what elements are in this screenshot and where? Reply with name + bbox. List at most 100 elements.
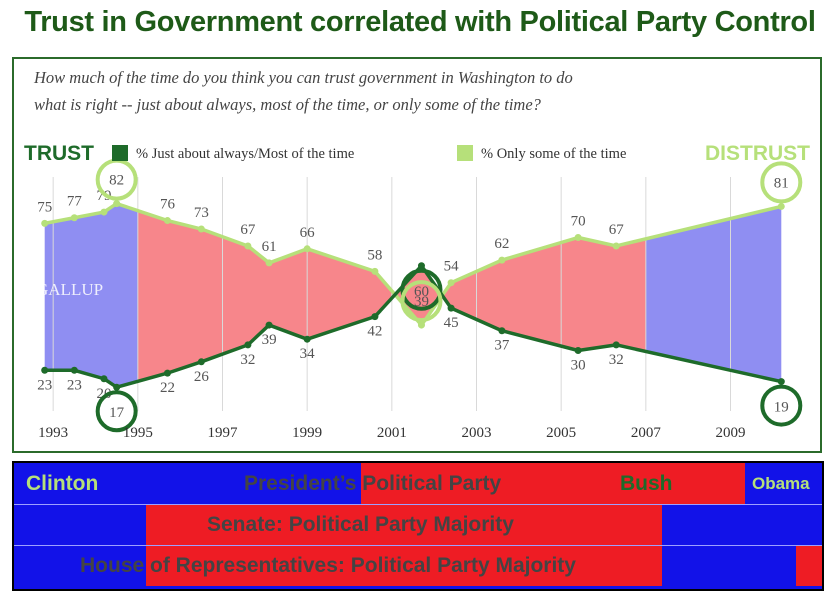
distrust-point bbox=[574, 234, 582, 241]
trust-point bbox=[70, 366, 78, 374]
party-control-panel: Clinton President’s Political Party Bush… bbox=[12, 461, 824, 591]
gallup-watermark: GALLUP bbox=[36, 280, 103, 299]
highlight-ring-trust bbox=[400, 268, 443, 311]
distrust-point bbox=[371, 267, 379, 275]
highlight-ring-distrust bbox=[760, 161, 803, 204]
trust-point bbox=[41, 366, 49, 374]
x-tick-label: 2001 bbox=[377, 425, 407, 441]
distrust-data-label: 73 bbox=[194, 205, 209, 221]
highlight-ring-trust bbox=[760, 384, 803, 427]
trust-data-label: 45 bbox=[444, 315, 459, 331]
trust-chart: GALLUP 75 77 79 82 76 73 67 61 66 58 39 54 62 70 67 81 23… bbox=[12, 57, 822, 453]
distrust-point bbox=[70, 214, 78, 222]
distrust-data-label: 81 bbox=[774, 175, 789, 191]
highlight-ring-trust bbox=[95, 390, 138, 433]
distrust-point bbox=[498, 256, 506, 264]
distrust-data-label: 75 bbox=[37, 199, 52, 215]
trust-data-label: 30 bbox=[571, 358, 586, 374]
distrust-data-label: 67 bbox=[609, 222, 625, 238]
trust-point bbox=[371, 313, 379, 321]
president-row-label: President’s Political Party bbox=[244, 472, 502, 495]
distrust-data-label: 67 bbox=[240, 222, 256, 238]
distrust-point bbox=[612, 242, 620, 250]
x-tick-label: 1999 bbox=[292, 425, 322, 441]
distrust-point bbox=[265, 259, 273, 267]
party-segment-republican bbox=[796, 545, 822, 586]
trust-point bbox=[777, 378, 785, 386]
distrust-data-label: 70 bbox=[571, 214, 586, 230]
distrust-point bbox=[163, 217, 171, 225]
highlight-ring-distrust bbox=[400, 280, 443, 323]
senate-row-label: Senate: Political Party Majority bbox=[207, 513, 514, 536]
trust-data-label: 22 bbox=[160, 380, 175, 396]
party-segment-democrat bbox=[14, 463, 362, 504]
trust-data-label: 39 bbox=[262, 332, 277, 348]
distrust-point bbox=[447, 279, 455, 287]
party-segment-democrat bbox=[745, 463, 822, 504]
trust-data-label: 42 bbox=[367, 324, 382, 340]
x-tick-label: 2003 bbox=[462, 425, 492, 441]
chart-question-line1: How much of the time do you think you ca… bbox=[33, 68, 573, 87]
trust-data-label: 17 bbox=[109, 405, 125, 421]
row-divider bbox=[14, 504, 822, 505]
trust-data-label: 32 bbox=[240, 352, 255, 368]
president-name-clinton: Clinton bbox=[26, 472, 99, 495]
trust-data-label: 19 bbox=[774, 400, 789, 416]
trust-point bbox=[197, 358, 205, 366]
distrust-data-label: 76 bbox=[160, 197, 176, 213]
x-tick-label: 1995 bbox=[123, 425, 153, 441]
president-name-obama: Obama bbox=[752, 474, 810, 493]
trust-data-label: 26 bbox=[194, 369, 210, 385]
chart-question-line2: what is right -- just about always, most… bbox=[34, 95, 542, 114]
party-segment-democrat bbox=[14, 545, 146, 586]
trust-point bbox=[303, 335, 311, 343]
trust-point bbox=[244, 341, 252, 349]
x-tick-label: 1997 bbox=[208, 425, 239, 441]
shaded-region-democrat bbox=[44, 203, 138, 388]
x-tick-label: 2009 bbox=[716, 425, 746, 441]
distrust-point bbox=[41, 219, 49, 227]
trust-legend-swatch bbox=[112, 145, 128, 161]
party-segment-republican bbox=[145, 504, 662, 545]
distrust-legend-label: % Only some of the time bbox=[481, 146, 626, 162]
trust-point bbox=[574, 347, 582, 354]
trust-data-label: 23 bbox=[37, 377, 52, 393]
trust-data-label: 37 bbox=[494, 338, 510, 354]
distrust-data-label: 61 bbox=[262, 239, 277, 255]
house-row-label: House of Representatives: Political Part… bbox=[80, 554, 576, 577]
trust-data-label: 23 bbox=[67, 377, 82, 393]
distrust-point bbox=[197, 225, 205, 233]
x-tick-label: 2005 bbox=[546, 425, 576, 441]
trust-point bbox=[100, 375, 108, 383]
distrust-data-label: 62 bbox=[494, 236, 509, 252]
trust-point bbox=[447, 304, 455, 312]
trust-point bbox=[113, 383, 121, 391]
page-title: Trust in Government correlated with Poli… bbox=[24, 6, 816, 38]
trust-series-line bbox=[44, 264, 782, 389]
trust-point bbox=[498, 327, 506, 335]
party-segment-democrat bbox=[14, 504, 146, 545]
distrust-point bbox=[777, 202, 785, 210]
row-divider bbox=[14, 545, 822, 546]
distrust-point bbox=[244, 242, 252, 250]
x-tick-label: 2007 bbox=[631, 425, 662, 441]
party-segment-republican bbox=[145, 545, 662, 586]
trust-point bbox=[612, 341, 620, 349]
trust-legend-label: % Just about always/Most of the time bbox=[136, 146, 354, 162]
party-segment-democrat bbox=[662, 504, 822, 545]
distrust-data-label: 39 bbox=[414, 294, 429, 310]
party-segment-democrat bbox=[662, 545, 797, 586]
trust-label: TRUST bbox=[24, 142, 94, 165]
distrust-data-label: 58 bbox=[367, 247, 382, 263]
trust-point bbox=[265, 321, 273, 329]
trust-data-label: 60 bbox=[414, 284, 429, 300]
party-segment-republican bbox=[361, 463, 746, 504]
trust-point bbox=[163, 369, 171, 377]
trust-data-label: 20 bbox=[96, 386, 111, 402]
distrust-series-line bbox=[44, 201, 782, 327]
distrust-data-label: 77 bbox=[67, 194, 83, 210]
distrust-data-label: 82 bbox=[109, 173, 124, 189]
x-tick-label: 1993 bbox=[38, 425, 68, 441]
distrust-point bbox=[100, 208, 108, 216]
